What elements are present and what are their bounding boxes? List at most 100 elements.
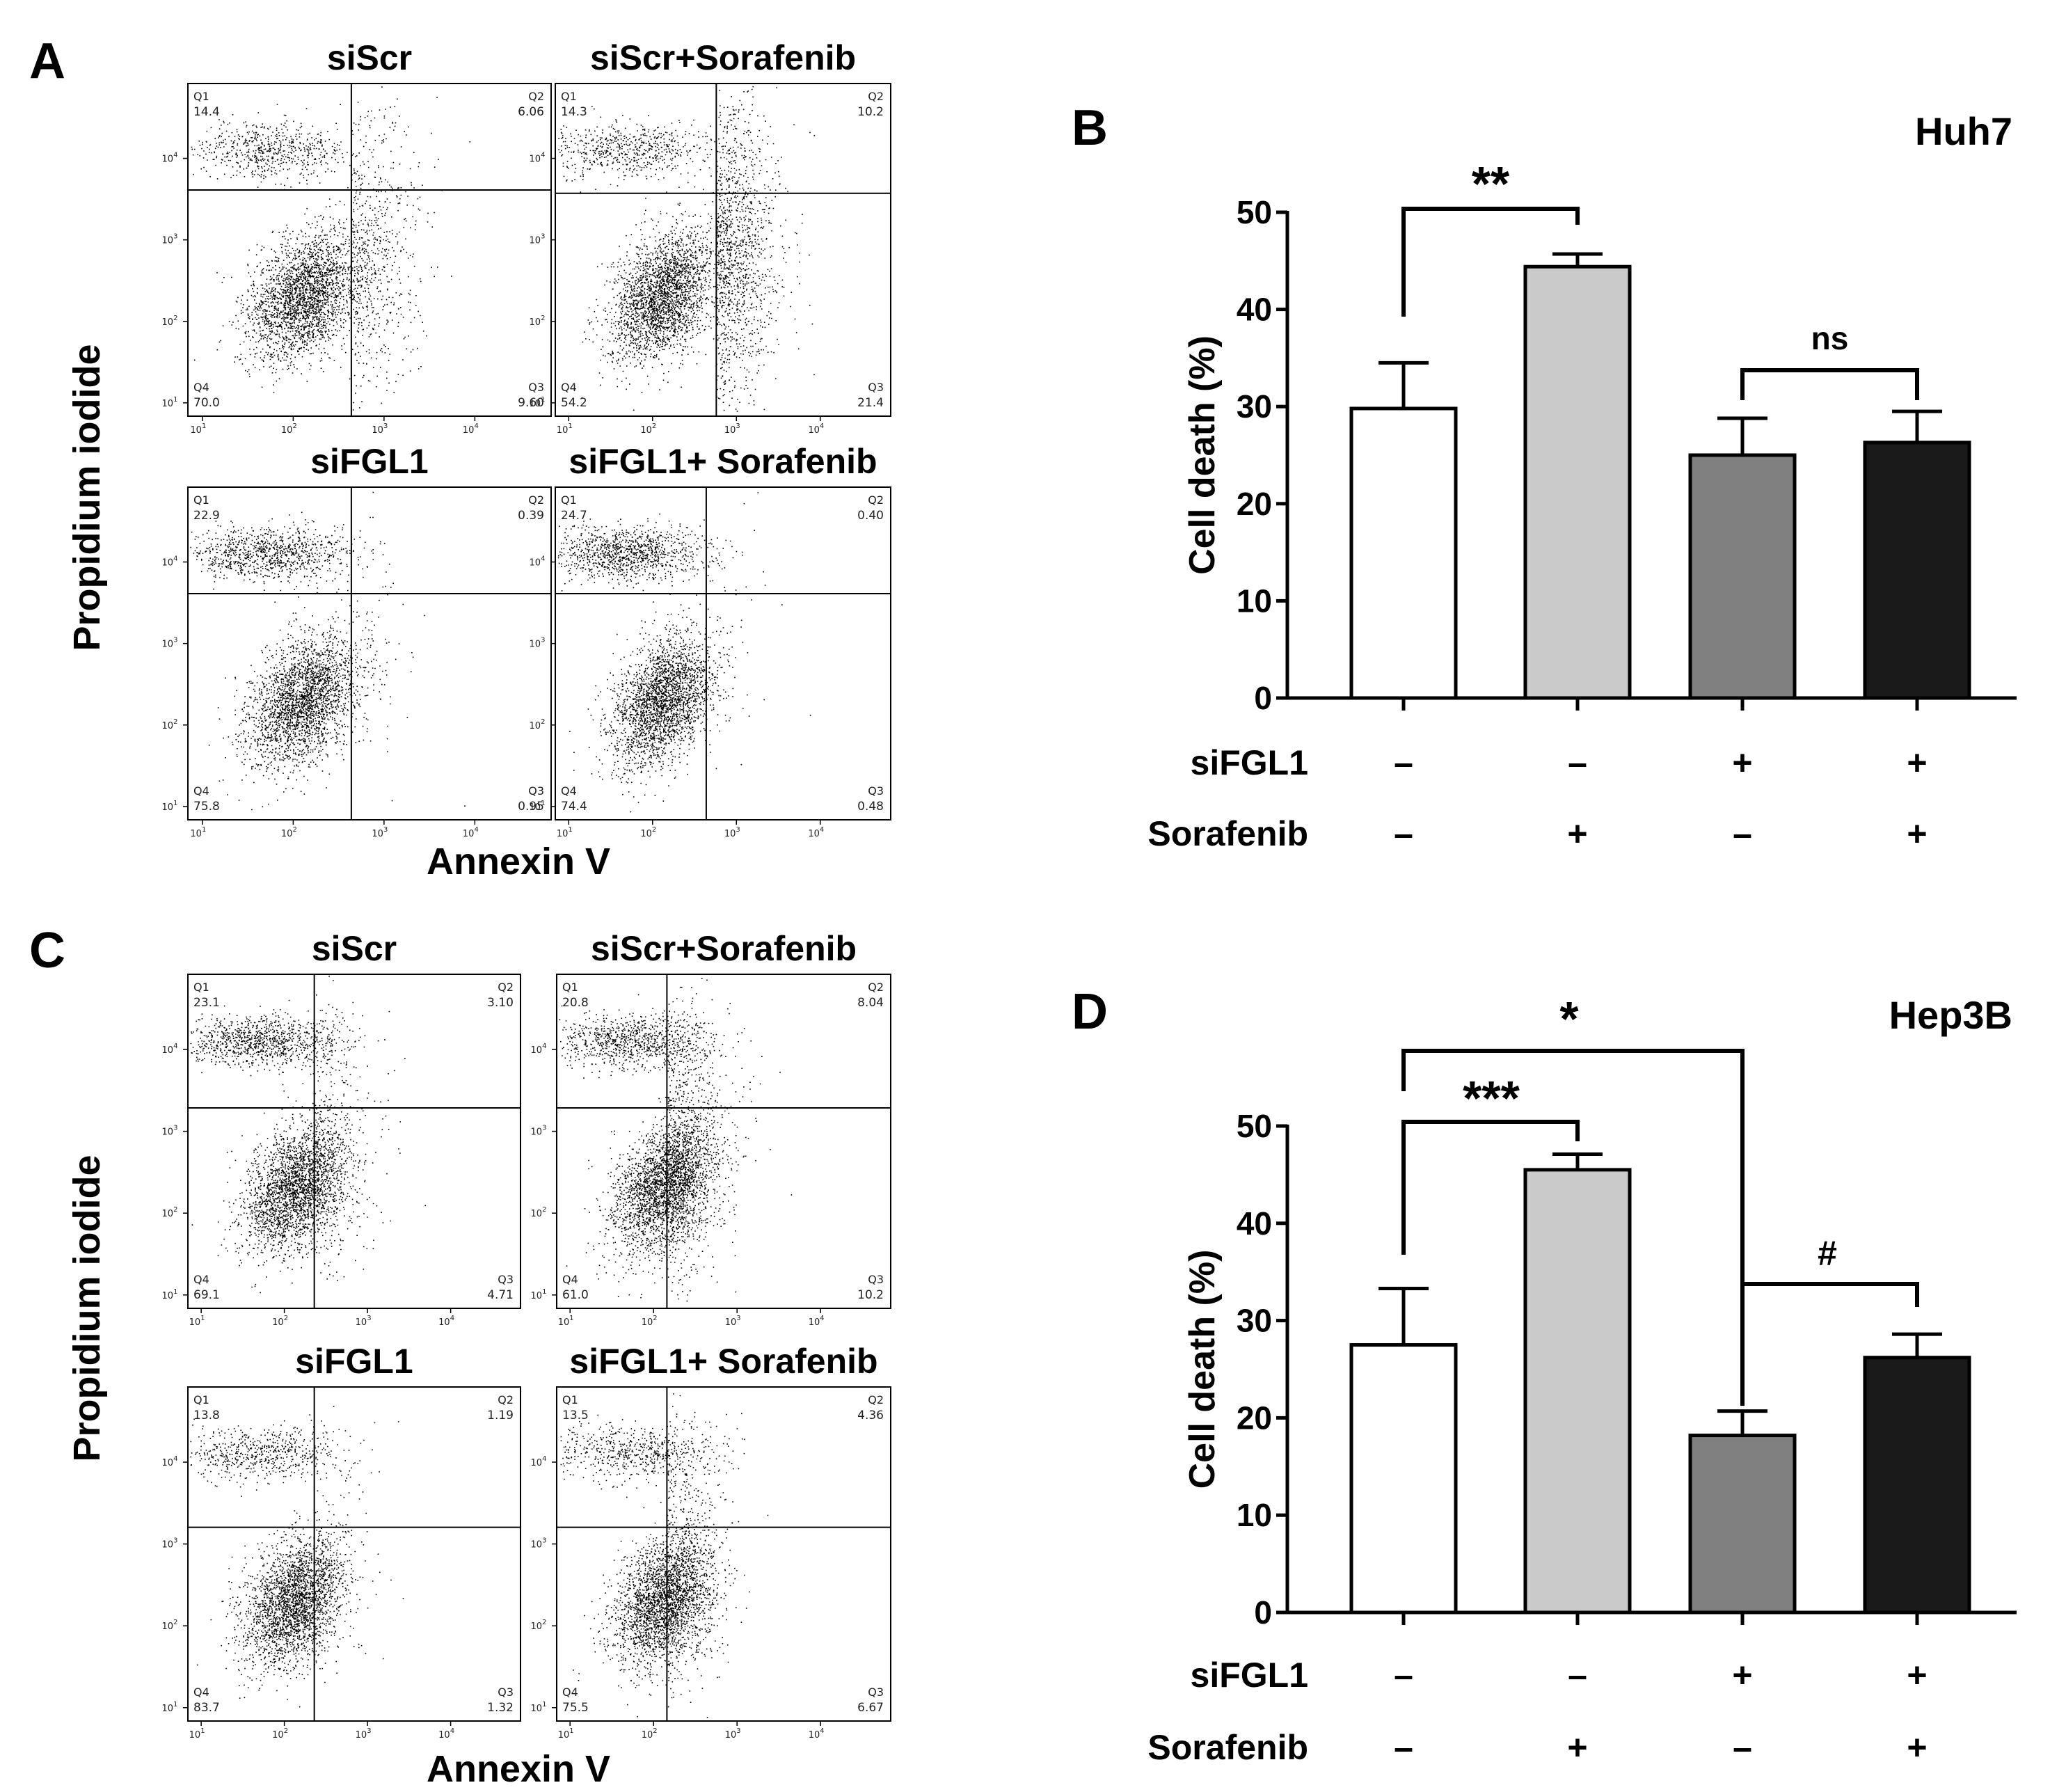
quadrant-q4-label: Q4: [193, 1273, 209, 1286]
bar-3: [1688, 1434, 1797, 1615]
condition-sign: +: [1567, 1728, 1587, 1767]
flow-scatter-dots: [559, 978, 793, 1302]
quadrant-q1-value: 23.1: [193, 996, 220, 1010]
flow-y-tick-label: 103: [162, 233, 178, 246]
quadrant-q4-label: Q4: [562, 1273, 578, 1286]
quadrant-q2-value: 8.04: [857, 996, 884, 1010]
quadrant-q1-value: 20.8: [562, 996, 589, 1010]
flow-c-y-label: Propidium iodide: [66, 1155, 108, 1462]
quadrant-q1-value: 13.8: [193, 1409, 220, 1422]
flow-x-tick-label: 103: [356, 1315, 372, 1328]
quadrant-q4-value: 61.0: [562, 1288, 589, 1302]
bar-3: [1688, 453, 1797, 700]
significance-label-2: ns: [1811, 320, 1849, 356]
quadrant-q2-label: Q2: [868, 90, 884, 103]
y-tick-label: 40: [1237, 1205, 1272, 1242]
flow-y-tick-label: 102: [162, 1619, 178, 1632]
flow-a-y-label: Propidium iodide: [66, 344, 108, 651]
quadrant-q2-value: 4.36: [857, 1409, 884, 1422]
flow-plot-title: siFGL1+ Sorafenib: [569, 1342, 877, 1381]
quadrant-q1-value: 13.5: [562, 1409, 589, 1422]
flow-plot-frame: [187, 83, 552, 417]
y-tick-label: 20: [1237, 486, 1272, 522]
flow-plot-a-siscr: siScr Q1 14.4 Q2 6.06 Q3 9.60 Q4 70.0 101 101 102 10…: [162, 38, 552, 436]
flow-x-tick-label: 103: [724, 422, 740, 436]
condition-label-sifgl1: siFGL1: [1191, 743, 1308, 782]
flow-y-tick-label: 104: [531, 1042, 547, 1056]
quadrant-q3-value: 6.67: [857, 1701, 884, 1715]
flow-x-tick-label: 104: [438, 1727, 454, 1741]
significance-bracket-3: [1740, 1282, 1919, 1400]
quadrant-q2-value: 10.2: [857, 105, 884, 119]
flow-plot-a-sifgl1-sorafenib: siFGL1+ Sorafenib Q1 24.7 Q2 0.40 Q3 0.48 Q4 74.…: [530, 442, 891, 839]
flow-x-tick-label: 104: [808, 422, 824, 436]
flow-c-x-label: Annexin V: [427, 1748, 610, 1790]
flow-y-tick-label: 102: [162, 718, 178, 731]
quadrant-q2-value: 6.06: [518, 105, 544, 119]
flow-x-tick-label: 103: [724, 826, 740, 839]
flow-y-tick-label: 104: [162, 1455, 178, 1468]
flow-x-tick-label: 104: [809, 1727, 825, 1741]
bar-4: [1863, 441, 1971, 700]
flow-scatter-dots: [558, 86, 816, 412]
quadrant-q1-label: Q1: [193, 1393, 209, 1406]
flow-plot-frame: [187, 974, 521, 1309]
flow-x-tick-label: 103: [725, 1315, 741, 1328]
flow-plot-c-siscr-sorafenib: siScr+Sorafenib Q1 20.8 Q2 8.04 Q3 10.2 Q4 61.0 1…: [531, 929, 891, 1328]
quadrant-q3-label: Q3: [528, 784, 544, 798]
flow-y-tick-label: 101: [531, 1701, 547, 1714]
flow-scatter-points: [190, 491, 466, 811]
quadrant-q2-value: 0.39: [518, 509, 544, 523]
flow-plot-frame: [556, 974, 891, 1309]
quadrant-q3-label: Q3: [868, 1686, 884, 1699]
quadrant-q3-label: Q3: [498, 1686, 514, 1699]
y-tick-label: 40: [1237, 292, 1272, 328]
flow-y-tick-label: 101: [162, 1701, 178, 1714]
flow-x-tick-label: 101: [189, 1315, 205, 1328]
quadrant-q1-label: Q1: [193, 493, 209, 507]
bar-chart-huh7: Huh7 Cell death (%) 0 10 20 30 40 50 ** ns siFGL1 –…: [1147, 109, 2017, 853]
quadrant-q4-value: 69.1: [193, 1288, 220, 1302]
flow-x-tick-label: 102: [281, 826, 297, 839]
flow-x-tick-label: 101: [189, 1727, 205, 1741]
flow-x-tick-label: 101: [557, 422, 573, 436]
flow-scatter-dots: [191, 86, 471, 411]
flow-y-tick-label: 104: [162, 152, 178, 165]
bar-4: [1863, 1356, 1971, 1615]
quadrant-q2-label: Q2: [868, 1393, 884, 1406]
quadrant-q3-label: Q3: [528, 381, 544, 394]
flow-scatter-dots: [190, 1406, 404, 1708]
flow-x-tick-label: 102: [642, 1315, 658, 1328]
significance-bracket-2: [1401, 1120, 1580, 1255]
significance-bracket-2: [1740, 368, 1919, 400]
significance-label-1: **: [1472, 157, 1510, 211]
flow-y-tick-label: 102: [531, 1206, 547, 1219]
quadrant-q4-label: Q4: [193, 1686, 209, 1699]
flow-y-tick-label: 101: [162, 1288, 178, 1301]
flow-scatter-points: [190, 976, 426, 1294]
flow-x-tick-label: 102: [640, 826, 656, 839]
y-tick-label: 30: [1237, 388, 1272, 425]
flow-x-tick-label: 101: [558, 1315, 574, 1328]
bar-1: [1349, 1343, 1458, 1615]
flow-scatter-dots: [190, 491, 466, 811]
flow-panel-a: Propidium iodide Annexin V siScr Q1 14.4 Q2…: [66, 38, 891, 882]
quadrant-q4-label: Q4: [561, 784, 577, 798]
chart-title: Hep3B: [1889, 993, 2012, 1037]
flow-y-tick-label: 101: [162, 396, 178, 409]
y-tick-label: 0: [1254, 680, 1272, 716]
flow-y-tick-label: 102: [162, 315, 178, 328]
flow-x-tick-label: 103: [372, 422, 388, 436]
flow-y-tick-label: 103: [162, 1125, 178, 1138]
quadrant-q4-value: 83.7: [193, 1701, 220, 1715]
flow-scatter-points: [558, 86, 816, 412]
condition-sign: –: [1568, 1656, 1587, 1695]
quadrant-q2-label: Q2: [868, 493, 884, 507]
y-axis-label: Cell death (%): [1182, 1250, 1223, 1489]
quadrant-q4-value: 75.5: [562, 1701, 589, 1715]
panel-letter-d: D: [1072, 984, 1108, 1040]
flow-scatter-points: [559, 978, 793, 1302]
flow-y-tick-label: 103: [531, 1125, 547, 1138]
flow-scatter-dots: [560, 1393, 769, 1718]
